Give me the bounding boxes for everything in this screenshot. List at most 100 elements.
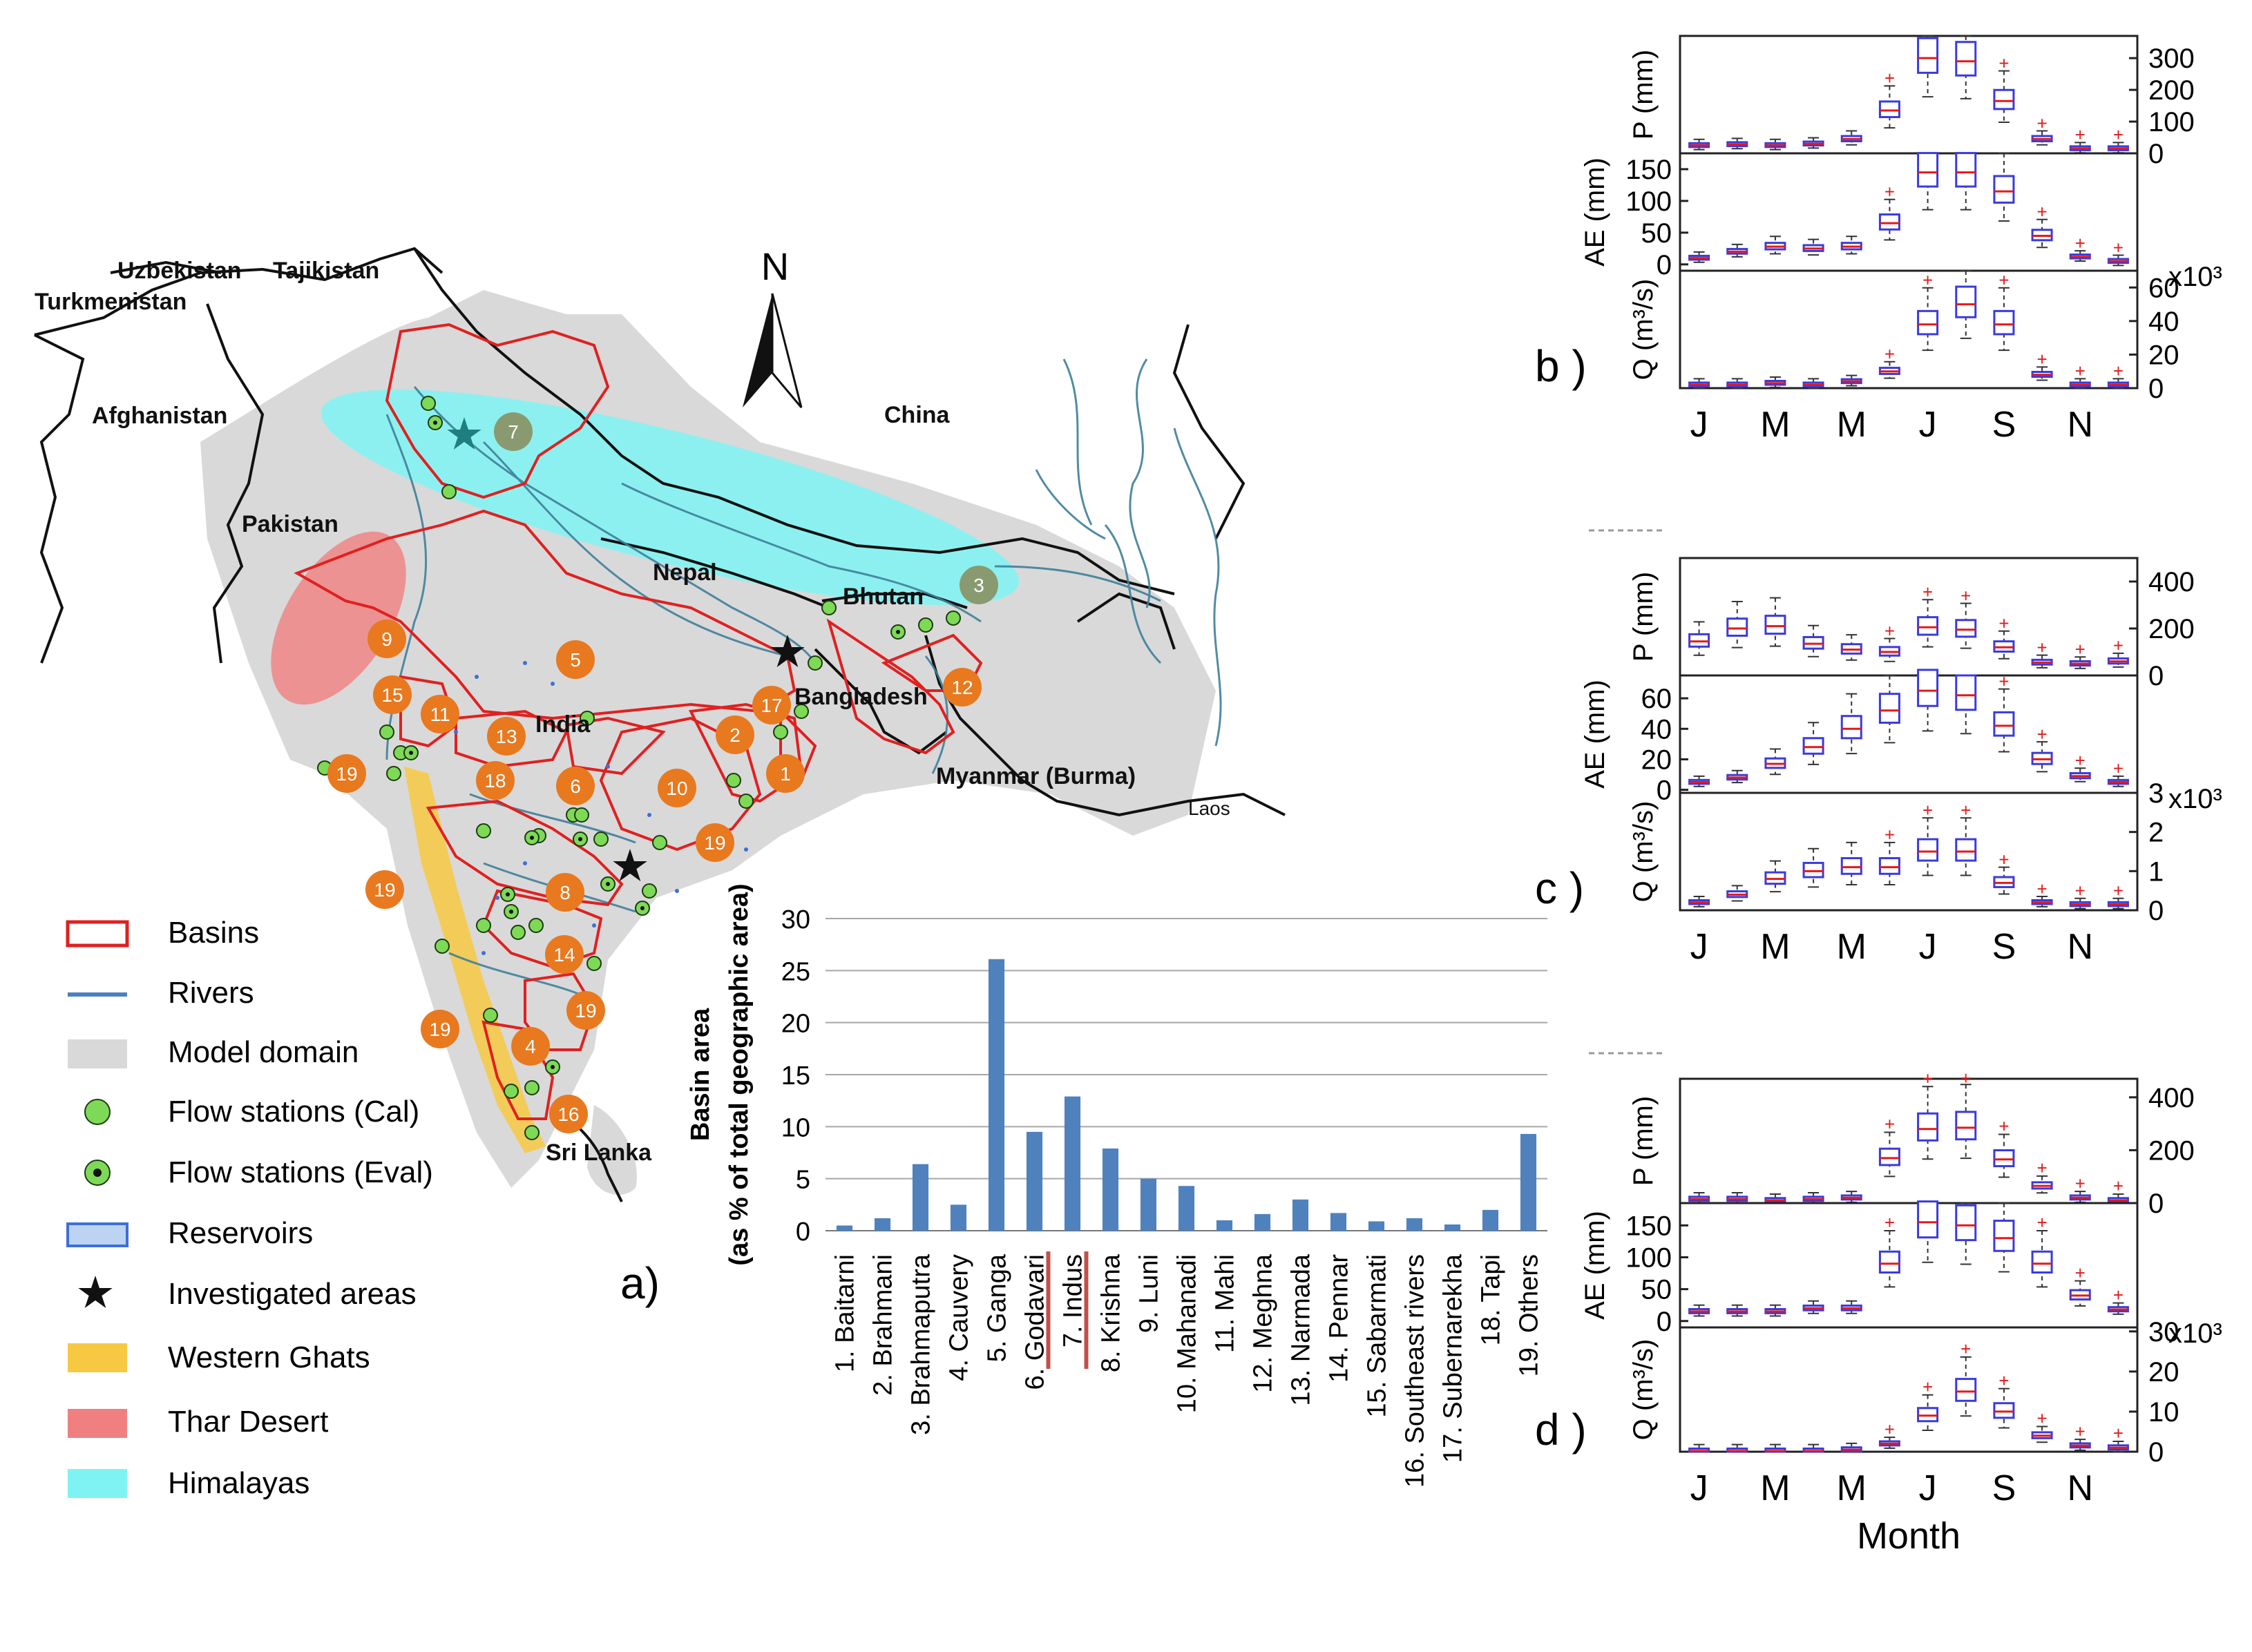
svg-text:19: 19 <box>374 879 395 901</box>
y-tick-label: 40 <box>1641 714 1672 745</box>
y-tick-label: 10 <box>2148 1397 2179 1428</box>
star-icon <box>78 1276 113 1309</box>
bar <box>912 1164 929 1231</box>
x-tick-label: J <box>1919 405 1937 445</box>
red-swatch-icon <box>68 1409 127 1438</box>
basin-markers: 7 3 9 5 15 11 13 17 2 12 19 18 6 10 1 19… <box>327 412 998 1133</box>
bar <box>1140 1178 1157 1231</box>
y-tick-label: 30 <box>781 905 810 934</box>
reservoir-hatch-icon <box>66 1222 128 1247</box>
flow-stations-cal <box>317 396 961 1140</box>
box <box>1955 152 1977 188</box>
x-tick-label: N <box>2067 927 2093 967</box>
y-tick-label: 150 <box>1625 1211 1672 1241</box>
bar <box>1026 1131 1043 1231</box>
x-tick-label: M <box>1837 1468 1867 1508</box>
y-tick-label: 150 <box>1625 155 1672 185</box>
outlier-mark: + <box>1998 270 2009 291</box>
x-tick-label: 16. Southeast rivers <box>1401 1254 1430 1488</box>
y-tick-label: 400 <box>2148 567 2195 597</box>
x-tick-label: 18. Tapi <box>1477 1254 1506 1345</box>
y-tick-label: 0 <box>796 1218 810 1247</box>
box <box>1993 1402 2015 1419</box>
x-tick-label: 17. Subernarekha <box>1439 1254 1468 1463</box>
y-tick-label: 100 <box>1625 1242 1672 1273</box>
axis-multiplier: x10³ <box>2168 784 2222 814</box>
basin-marker: 17 <box>752 686 791 724</box>
basin-marker: 1 <box>766 754 805 793</box>
y-tick-label: 50 <box>1641 218 1672 249</box>
legend-label: Investigated areas <box>168 1277 417 1311</box>
x-tick-label: 6. Godavari <box>1021 1254 1050 1390</box>
svg-text:13: 13 <box>495 726 517 747</box>
x-tick-label: M <box>1760 1468 1790 1508</box>
outlier-mark: + <box>1960 1338 1971 1359</box>
outlier-mark: + <box>1884 68 1895 88</box>
y-axis-label: Basin area <box>686 1008 715 1141</box>
svg-text:15: 15 <box>381 684 403 706</box>
outlier-mark: + <box>2113 237 2124 258</box>
legend-label: Flow stations (Eval) <box>168 1155 433 1189</box>
outlier-mark: + <box>2036 1408 2047 1429</box>
box-plot-frame <box>1679 152 2139 272</box>
country-label: Myanmar (Burma) <box>936 763 1136 789</box>
svg-text:17: 17 <box>761 695 782 716</box>
box <box>1917 1112 1939 1142</box>
box <box>1878 693 1900 724</box>
legend-label: Flow stations (Cal) <box>168 1095 419 1128</box>
outlier-mark: + <box>1922 1068 1933 1088</box>
box <box>1993 711 2015 737</box>
box <box>1802 737 1824 755</box>
y-tick-label: 1 <box>2148 856 2164 887</box>
thar-desert-region <box>271 531 406 705</box>
outlier-mark: + <box>2113 758 2124 779</box>
box-plot-frame <box>1679 1202 2139 1329</box>
outlier-mark: + <box>2075 124 2086 145</box>
x-tick-label: 10. Mahanadi <box>1173 1254 1202 1413</box>
box <box>1993 1220 2015 1252</box>
y-tick-label: 15 <box>781 1062 810 1091</box>
country-label: Sri Lanka <box>546 1140 652 1166</box>
bar <box>988 959 1005 1231</box>
star-icon <box>447 417 481 450</box>
country-label: Nepal <box>653 559 717 586</box>
box <box>1840 857 1862 875</box>
y-tick-label: 60 <box>1641 684 1672 714</box>
box-plot-frame <box>1679 674 2139 794</box>
country-label: Afghanistan <box>92 403 227 429</box>
box-plot-frame <box>1679 1077 2139 1204</box>
y-tick-label: 20 <box>2148 1357 2179 1387</box>
box <box>1993 309 2015 336</box>
basin-marker: 16 <box>549 1095 588 1133</box>
outlier-mark: + <box>2113 881 2124 901</box>
outlier-mark: + <box>2113 1285 2124 1305</box>
outlier-mark: + <box>1884 182 1895 202</box>
x-tick-label: M <box>1760 927 1790 967</box>
x-tick-label: M <box>1837 927 1867 967</box>
legend-label: Western Ghats <box>168 1341 370 1374</box>
box <box>1955 1378 1977 1402</box>
outlier-mark: + <box>1922 800 1933 820</box>
basin-marker: 14 <box>545 935 584 974</box>
north-arrow: N <box>743 244 803 408</box>
box <box>1840 715 1862 740</box>
axis-multiplier: x10³ <box>2168 262 2222 292</box>
box-plot-frame <box>1679 557 2139 677</box>
outlier-mark: + <box>2075 1173 2086 1193</box>
svg-text:18: 18 <box>484 770 506 791</box>
box <box>1726 617 1748 637</box>
outlier-mark: + <box>1884 1419 1895 1439</box>
y-tick-label: 100 <box>2148 107 2195 137</box>
outlier-mark: + <box>1884 1114 1895 1135</box>
bar <box>1482 1209 1499 1231</box>
x-tick-label: 7. Indus <box>1059 1254 1088 1347</box>
legend: Basins Rivers Model domain Flow stations… <box>66 916 433 1500</box>
outlier-mark: + <box>1922 1376 1933 1397</box>
svg-text:9: 9 <box>381 628 392 650</box>
bar <box>1292 1199 1309 1231</box>
country-label: Bhutan <box>843 584 924 610</box>
basin-marker: 19 <box>696 823 734 862</box>
box <box>1955 285 1977 318</box>
basin-marker: 10 <box>658 769 696 807</box>
